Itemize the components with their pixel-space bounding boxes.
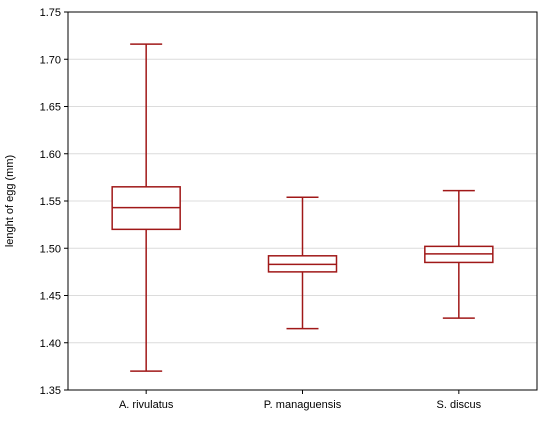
y-tick-label: 1.75 bbox=[40, 7, 61, 19]
x-tick-label: P. managuensis bbox=[264, 399, 342, 411]
x-tick-label: A. rivulatus bbox=[119, 399, 174, 411]
y-tick-label: 1.45 bbox=[40, 291, 61, 303]
y-axis-label: lenght of egg (mm) bbox=[4, 155, 16, 247]
x-tick-label: S. discus bbox=[437, 399, 482, 411]
y-tick-label: 1.35 bbox=[40, 385, 61, 397]
axes: 1.35 1.40 1.45 1.50 1.55 1.60 1.65 1.70 1.75 A. r… bbox=[40, 7, 482, 411]
boxes bbox=[111, 43, 494, 372]
box-group bbox=[111, 43, 181, 372]
box-group bbox=[424, 189, 494, 319]
y-tick-label: 1.55 bbox=[40, 196, 61, 208]
y-tick-label: 1.65 bbox=[40, 102, 61, 114]
y-tick-label: 1.70 bbox=[40, 54, 61, 66]
y-tick-label: 1.50 bbox=[40, 243, 61, 255]
y-tick-label: 1.40 bbox=[40, 338, 61, 350]
box-group bbox=[267, 196, 338, 330]
y-tick-label: 1.60 bbox=[40, 149, 61, 161]
